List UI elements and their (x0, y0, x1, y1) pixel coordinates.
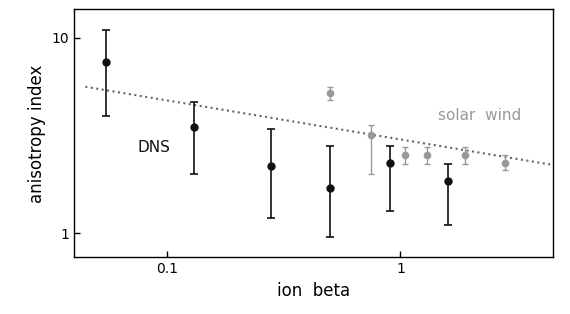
Y-axis label: anisotropy index: anisotropy index (28, 64, 46, 203)
Text: solar  wind: solar wind (438, 108, 522, 123)
Text: DNS: DNS (138, 140, 170, 155)
X-axis label: ion  beta: ion beta (277, 282, 350, 300)
